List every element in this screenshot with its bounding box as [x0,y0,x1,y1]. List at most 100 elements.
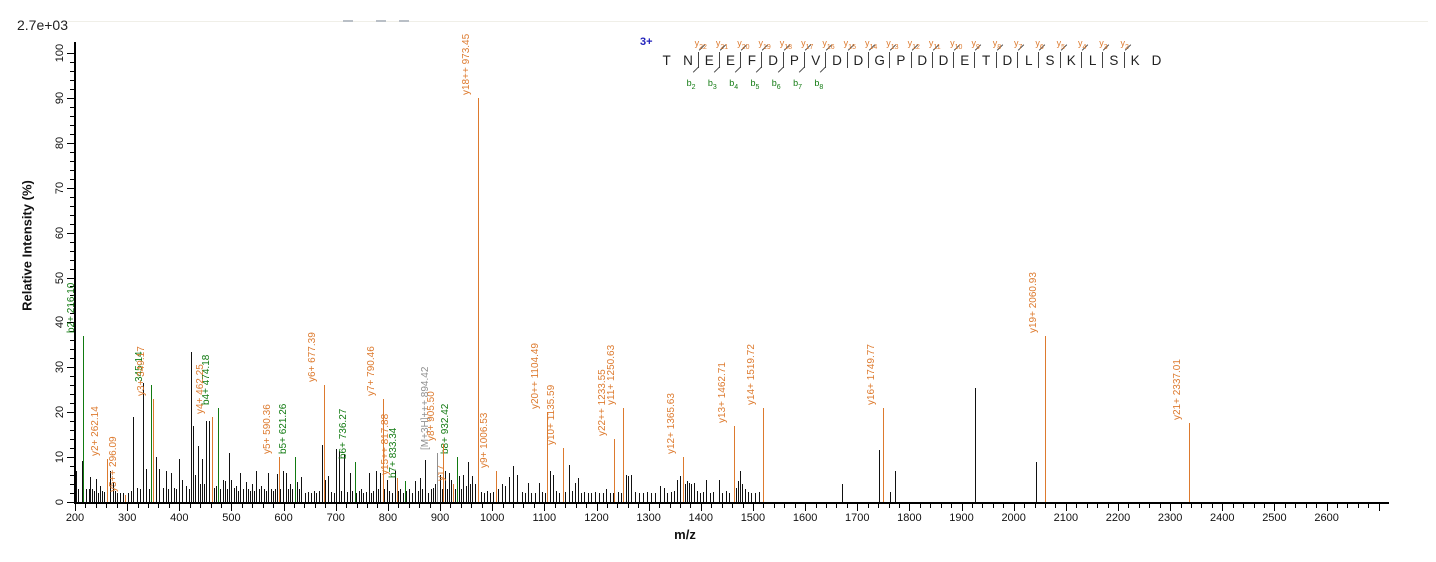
peak [605,488,607,502]
peak [462,475,464,502]
annotated-peak [354,461,356,502]
x-axis-tick [1118,504,1119,511]
peak-annotation-label: y6+ 677.39 [306,332,318,383]
b-ion-mark: b4 [729,78,739,91]
peak [214,487,216,502]
peak [334,493,336,502]
peak [133,416,135,502]
peak [304,493,306,502]
peak [115,490,117,502]
peak [889,492,891,502]
residue-letter: T [981,53,991,68]
x-axis-tick [575,504,577,508]
x-axis-tick [752,504,754,511]
residue-cell: y6 S [1035,38,1060,69]
y-axis-tick-label: 100 [54,43,66,63]
peak [524,493,526,502]
peak [290,484,292,502]
base-peak-intensity-label: 2.7e+03 [17,17,68,33]
peak [240,472,242,502]
peak-annotation-label: b8+ 932.42 [439,403,451,455]
x-axis-tick-label: 900 [430,512,450,524]
peak [102,490,104,502]
y-axis-tick [70,259,74,261]
y-ion-mark: y21 [715,38,729,51]
x-axis-tick [971,504,973,508]
peak [638,493,640,502]
x-axis-tick [1378,504,1380,511]
peak [235,486,237,502]
peak [706,479,707,502]
peak [109,470,111,502]
peak [81,460,83,502]
residue-cell: y10 E [950,38,975,69]
residue-letter: D [832,53,842,68]
peak [445,470,447,502]
peak [467,462,469,502]
peak [679,476,681,502]
cleavage-tick [953,52,955,68]
peak-annotation-label: b6+ 736.27 [337,408,349,459]
x-axis-tick [1305,504,1307,508]
y-axis-tick [70,394,74,396]
x-axis-tick [273,504,275,508]
peak [735,487,737,502]
annotated-peak [125,495,127,502]
residue-cell: y8 D [993,38,1018,69]
x-axis-tick [346,504,348,508]
peak [78,488,80,502]
peak [251,484,253,502]
annotated-peak [211,416,213,502]
x-axis-tick [419,504,421,508]
peak [559,493,561,502]
x-axis-tick [1076,504,1078,508]
y-axis-tick [70,169,74,171]
peak [316,493,318,502]
y-axis-tick [70,430,74,432]
top-dash-marker [343,20,353,22]
peak-annotation-label: y9+ 1006.53 [478,412,490,468]
x-axis-tick [367,504,369,508]
peak [319,490,321,502]
y-ion-mark: y12 [907,38,920,51]
b-ion-mark: b5 [750,78,760,91]
peak [233,487,235,502]
peak [168,488,170,502]
peak-annotation-label: y20++ 1104.49 [529,343,541,410]
annotated-peak [152,398,154,502]
annotated-peak [478,97,480,502]
x-axis-tick [471,504,473,508]
residue-letter: D [1151,53,1162,68]
x-axis-tick-label: 1900 [949,512,974,524]
residue-cell: y2 K [1121,38,1146,69]
peak [415,481,417,502]
peak [392,493,394,502]
peak [267,472,269,502]
peak [365,492,367,502]
x-axis-tick [1024,504,1026,508]
peak [713,492,715,502]
peak [119,493,121,502]
x-axis-tick [1138,504,1140,508]
peak [541,492,543,502]
y-axis-tick [70,286,74,288]
residue-cell: y11 D [929,38,954,69]
cleavage-tick [931,52,933,68]
peak [737,481,739,502]
x-axis-tick [1003,504,1005,508]
residue-cell: y20 b4 F [729,38,762,91]
peak [538,482,540,502]
peak [474,484,476,502]
peak [602,493,604,502]
peak [104,492,106,502]
peak [195,475,197,502]
annotated-peak [150,385,152,502]
x-axis-tick [1222,504,1224,511]
residue-cell: y5 K [1057,38,1082,69]
x-axis-tick [721,504,723,508]
y-axis-tick [67,187,74,189]
y-ion-mark: y18 [779,38,793,51]
y-axis-tick [70,151,74,153]
peak-annotation-label: y14+ 1519.72 [746,343,758,405]
